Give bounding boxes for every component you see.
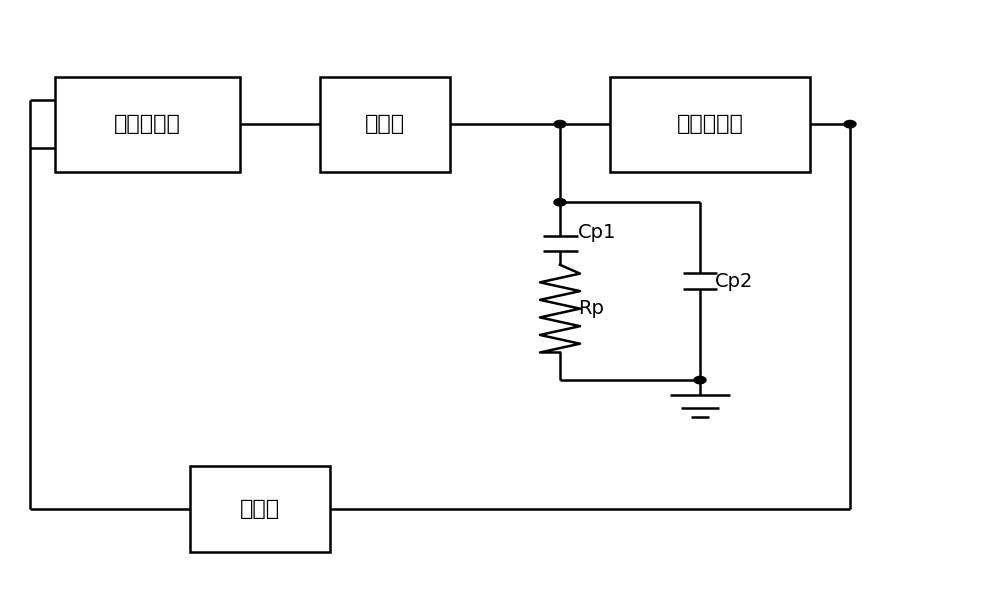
Text: 电荷泵: 电荷泵 [365,114,405,134]
Text: 分频器: 分频器 [240,499,280,519]
FancyBboxPatch shape [190,466,330,552]
Circle shape [554,120,566,128]
Circle shape [844,120,856,128]
Text: Rp: Rp [578,299,604,318]
Text: Cp1: Cp1 [578,223,616,242]
Text: 鉴频鉴相器: 鉴频鉴相器 [114,114,181,134]
Circle shape [694,376,706,384]
Text: Cp2: Cp2 [715,272,753,291]
Circle shape [554,199,566,206]
Text: 压控振荡器: 压控振荡器 [677,114,743,134]
FancyBboxPatch shape [55,77,240,172]
FancyBboxPatch shape [320,77,450,172]
FancyBboxPatch shape [610,77,810,172]
